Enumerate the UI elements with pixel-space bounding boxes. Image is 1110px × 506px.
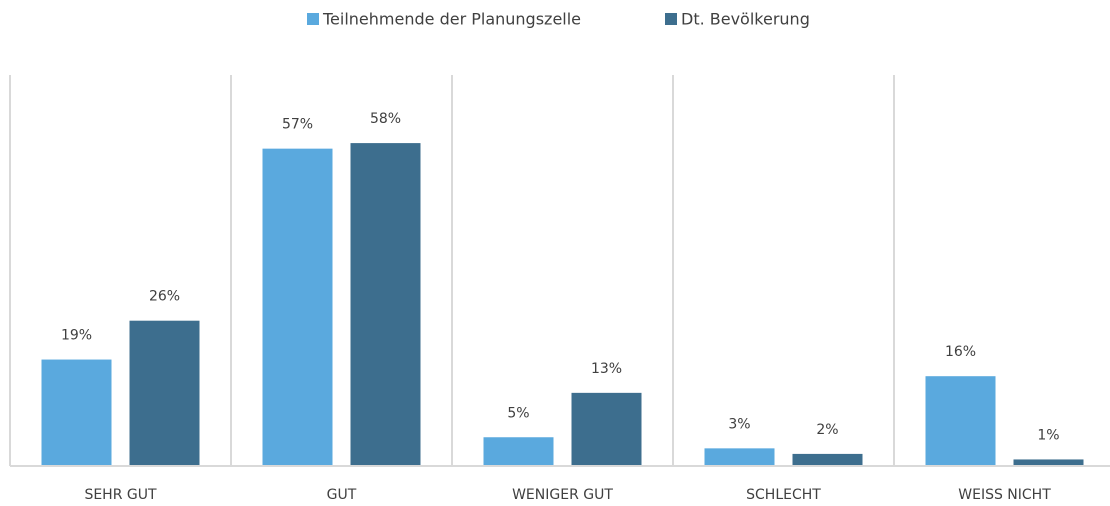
data-label: 26% [149, 289, 180, 305]
bar [350, 143, 421, 465]
bar [1013, 459, 1084, 465]
data-label: 3% [728, 416, 750, 432]
bar [792, 453, 863, 465]
bar [483, 437, 554, 465]
data-label: 1% [1037, 427, 1059, 443]
bar [129, 320, 200, 465]
data-label: 58% [370, 111, 401, 127]
legend-label: Teilnehmende der Planungszelle [322, 10, 581, 29]
data-label: 16% [945, 344, 976, 360]
bar [704, 448, 775, 465]
bar [571, 392, 642, 465]
x-tick-label: GUT [327, 487, 357, 503]
x-tick-label: SEHR GUT [84, 487, 157, 503]
x-tick-label: WEISS NICHT [958, 487, 1051, 503]
x-tick-label: SCHLECHT [746, 487, 821, 503]
data-label: 19% [61, 328, 92, 344]
data-label: 5% [507, 405, 529, 421]
x-tick-label: WENIGER GUT [512, 487, 613, 503]
bar [925, 376, 996, 465]
bar [262, 148, 333, 465]
bar [41, 359, 112, 465]
data-label: 57% [282, 117, 313, 133]
data-label: 2% [816, 422, 838, 438]
legend-label: Dt. Bevölkerung [681, 10, 810, 29]
legend-swatch [665, 13, 677, 25]
legend-swatch [307, 13, 319, 25]
data-label: 13% [591, 361, 622, 377]
